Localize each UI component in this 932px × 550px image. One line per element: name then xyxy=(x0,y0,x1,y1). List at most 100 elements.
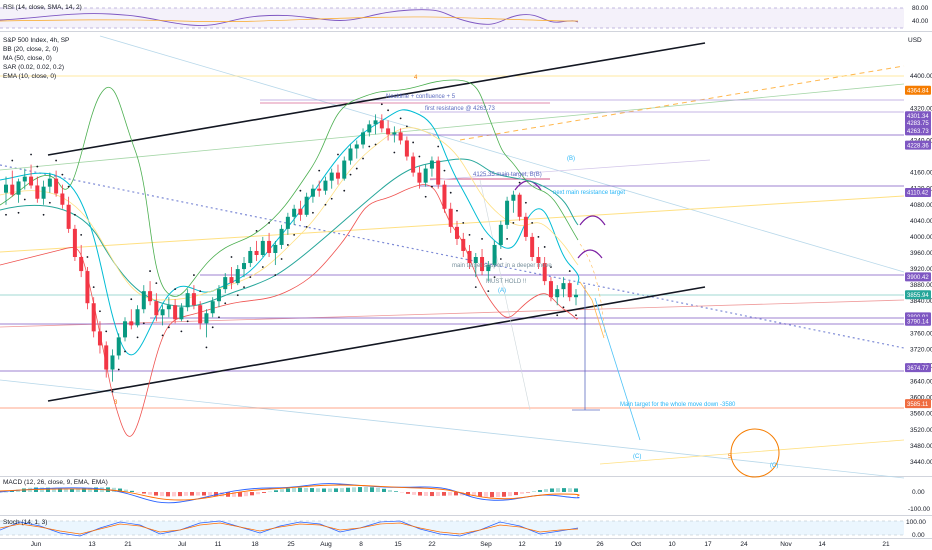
macd-bar-28 xyxy=(172,492,176,497)
macd-bar-79 xyxy=(478,492,482,497)
annotation-must-hold: MUST HOLD !! xyxy=(486,279,527,285)
candle-body-26 xyxy=(166,305,171,310)
sar-dot-88 xyxy=(556,314,559,317)
candle-body-39 xyxy=(248,250,253,264)
sar-dot-30 xyxy=(193,274,195,276)
sar-dot-25 xyxy=(161,334,164,337)
candle-body-42 xyxy=(267,240,272,253)
sar-dot-16 xyxy=(105,330,108,333)
candle-body-20 xyxy=(129,321,134,326)
candle-body-83 xyxy=(523,216,528,237)
candle-body-56 xyxy=(354,144,359,149)
macd-bar-83 xyxy=(502,492,506,497)
candle-body-29 xyxy=(185,293,190,308)
macd-bar-29 xyxy=(178,492,182,497)
macd-bar-85 xyxy=(514,492,518,496)
candle-body-37 xyxy=(235,269,240,284)
sar-dot-8 xyxy=(55,159,58,162)
sar-dot-34 xyxy=(218,316,220,319)
macd-bar-1 xyxy=(10,490,14,492)
candle-body-64 xyxy=(404,140,409,157)
candle-body-74 xyxy=(467,250,472,264)
annotation-first-resistance: first resistance @ 4263.73 xyxy=(425,106,495,112)
macd-bar-31 xyxy=(190,492,194,496)
candle-body-61 xyxy=(386,128,391,135)
sar-dot-86 xyxy=(543,246,546,248)
candle-body-45 xyxy=(285,216,290,229)
macd-bar-33 xyxy=(202,492,206,496)
macd-bar-87 xyxy=(526,492,530,493)
candle-body-70 xyxy=(442,184,447,209)
candle-body-80 xyxy=(505,200,510,225)
macd-bar-91 xyxy=(550,488,554,492)
sar-dot-50 xyxy=(318,169,321,172)
macd-bar-27 xyxy=(166,492,170,497)
sar-dot-62 xyxy=(393,151,396,154)
price-tag-label-2: 4283.75 xyxy=(907,121,929,127)
sar-dot-33 xyxy=(211,326,214,329)
sar-dot-65 xyxy=(412,141,415,144)
macd-bar-12 xyxy=(76,488,80,492)
sar-dot-58 xyxy=(368,145,371,148)
macd-bar-22 xyxy=(136,492,140,493)
time-tick-9: 15 xyxy=(394,541,402,548)
macd-pane: MACD (12, 26, close, 9, EMA, EMA) 0.00 -… xyxy=(0,479,930,513)
annotation-4125: 4125.35 main target, B(B) xyxy=(473,172,542,178)
chart-title: S&P 500 Index, 4h, SP xyxy=(3,37,69,44)
time-tick-11: Sep xyxy=(480,541,492,548)
sar-dot-84 xyxy=(531,221,534,224)
price-tick-3: 4160.00 xyxy=(910,170,932,177)
time-axis: Jun 13 21 Jul 11 18 25 Aug 8 15 22 Sep 12 19 26 Oct 10 17… xyxy=(31,541,890,548)
macd-bar-34 xyxy=(208,492,212,496)
candle-body-62 xyxy=(392,132,397,135)
sar-dot-83 xyxy=(524,201,527,204)
time-tick-2: 21 xyxy=(124,541,132,548)
sar-dot-78 xyxy=(493,276,496,278)
price-tag-label-1: 4301.34 xyxy=(907,114,929,120)
candle-body-75 xyxy=(473,257,478,264)
macd-bar-0 xyxy=(4,492,8,493)
price-tag-2 xyxy=(905,118,931,128)
macd-tick-0: 0.00 xyxy=(912,489,925,496)
sar-dot-66 xyxy=(418,155,421,158)
macd-bar-61 xyxy=(370,487,374,492)
macd-bar-52 xyxy=(316,488,320,492)
macd-bar-94 xyxy=(568,488,572,492)
price-tag-7 xyxy=(905,290,931,300)
macd-bar-44 xyxy=(268,491,272,493)
price-tick-11: 3840.00 xyxy=(910,298,932,305)
sar-dot-9 xyxy=(61,173,64,176)
sar-dot-85 xyxy=(537,236,540,238)
sar-dot-0 xyxy=(5,213,7,216)
time-tick-12: 12 xyxy=(518,541,526,548)
macd-bar-13 xyxy=(82,488,86,492)
macd-tick-neg100: -100.00 xyxy=(908,506,930,513)
candle-body-71 xyxy=(448,208,453,227)
candle-body-15 xyxy=(97,331,102,346)
macd-bar-59 xyxy=(358,487,362,492)
macd-bar-51 xyxy=(310,488,314,492)
macd-bar-10 xyxy=(64,488,68,492)
candle-body-2 xyxy=(16,181,21,195)
sar-dot-47 xyxy=(299,189,302,192)
candle-body-28 xyxy=(179,307,184,320)
sar-dot-24 xyxy=(155,282,158,285)
candle-body-50 xyxy=(317,188,322,191)
rsi-pane: RSI (14, close, SMA, 14, 2) 80.00 40.00 xyxy=(0,4,929,29)
sar-dot-63 xyxy=(399,117,402,120)
price-tag-label-10: 3674.77 xyxy=(907,366,929,372)
macd-bar-93 xyxy=(562,488,566,492)
candle-body-16 xyxy=(104,345,109,370)
time-tick-10: 22 xyxy=(428,541,436,548)
candle-body-43 xyxy=(273,244,278,253)
candle-body-21 xyxy=(135,309,140,326)
sar-dot-57 xyxy=(362,157,364,160)
sar-dot-43 xyxy=(274,274,277,276)
macd-bar-88 xyxy=(532,491,536,492)
time-tick-18: 24 xyxy=(740,541,748,548)
sar-dot-6 xyxy=(42,213,45,216)
macd-bar-35 xyxy=(214,492,218,497)
sar-dot-52 xyxy=(330,197,333,200)
time-tick-5: 18 xyxy=(251,541,259,548)
macd-bar-62 xyxy=(376,487,380,492)
